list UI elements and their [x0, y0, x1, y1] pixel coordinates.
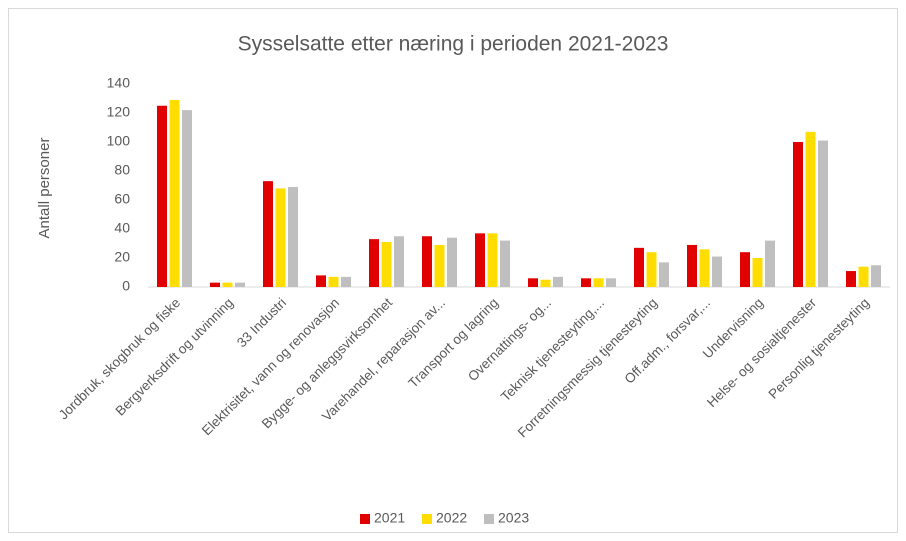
bar: [646, 252, 657, 287]
bar: [275, 188, 286, 287]
bar: [593, 278, 604, 287]
bar: [447, 237, 457, 287]
y-tick-label: 100: [107, 133, 131, 149]
bar: [263, 181, 273, 287]
y-tick-label: 60: [114, 191, 130, 207]
bar: [235, 282, 245, 287]
bar: [540, 279, 551, 287]
bar: [210, 282, 220, 287]
legend-label: 2021: [374, 510, 405, 526]
bar: [528, 278, 538, 287]
bar: [341, 276, 351, 287]
bar: [381, 242, 392, 287]
y-tick-label: 120: [107, 104, 131, 120]
bar: [394, 236, 404, 287]
bar: [793, 142, 803, 287]
bar: [805, 131, 816, 287]
y-tick-label: 80: [114, 162, 130, 178]
bar: [699, 249, 710, 287]
bar: [487, 233, 498, 287]
legend-swatch: [422, 514, 432, 524]
bar: [581, 278, 591, 287]
legend-label: 2022: [436, 510, 467, 526]
bar: [182, 110, 192, 287]
bar: [740, 252, 750, 287]
bar: [369, 239, 379, 287]
bar: [500, 240, 510, 287]
bar: [659, 262, 669, 287]
chart-title: Sysselsatte etter næring i perioden 2021…: [238, 33, 669, 56]
bar: [316, 275, 326, 287]
bar: [328, 276, 339, 287]
bar: [765, 240, 775, 287]
y-tick-label: 140: [107, 75, 131, 91]
bar: [606, 278, 616, 287]
bar: [846, 271, 856, 287]
bar: [634, 247, 644, 287]
bar: [169, 99, 180, 287]
bar: [422, 236, 432, 287]
bar: [818, 140, 828, 287]
y-tick-label: 0: [122, 278, 130, 294]
bar: [157, 105, 167, 287]
bar: [288, 186, 298, 287]
bar: [434, 244, 445, 287]
bar: [553, 276, 563, 287]
bar: [475, 233, 485, 287]
bar: [752, 258, 763, 287]
bar: [687, 244, 697, 287]
bar: [712, 256, 722, 287]
y-tick-label: 20: [114, 249, 130, 265]
bar: [222, 282, 233, 287]
y-tick-label: 40: [114, 220, 130, 236]
y-axis-label: Antall personer: [36, 138, 53, 239]
legend-label: 2023: [498, 510, 529, 526]
legend-swatch: [484, 514, 494, 524]
bar: [858, 266, 869, 287]
legend-swatch: [360, 514, 370, 524]
bar: [871, 265, 881, 287]
